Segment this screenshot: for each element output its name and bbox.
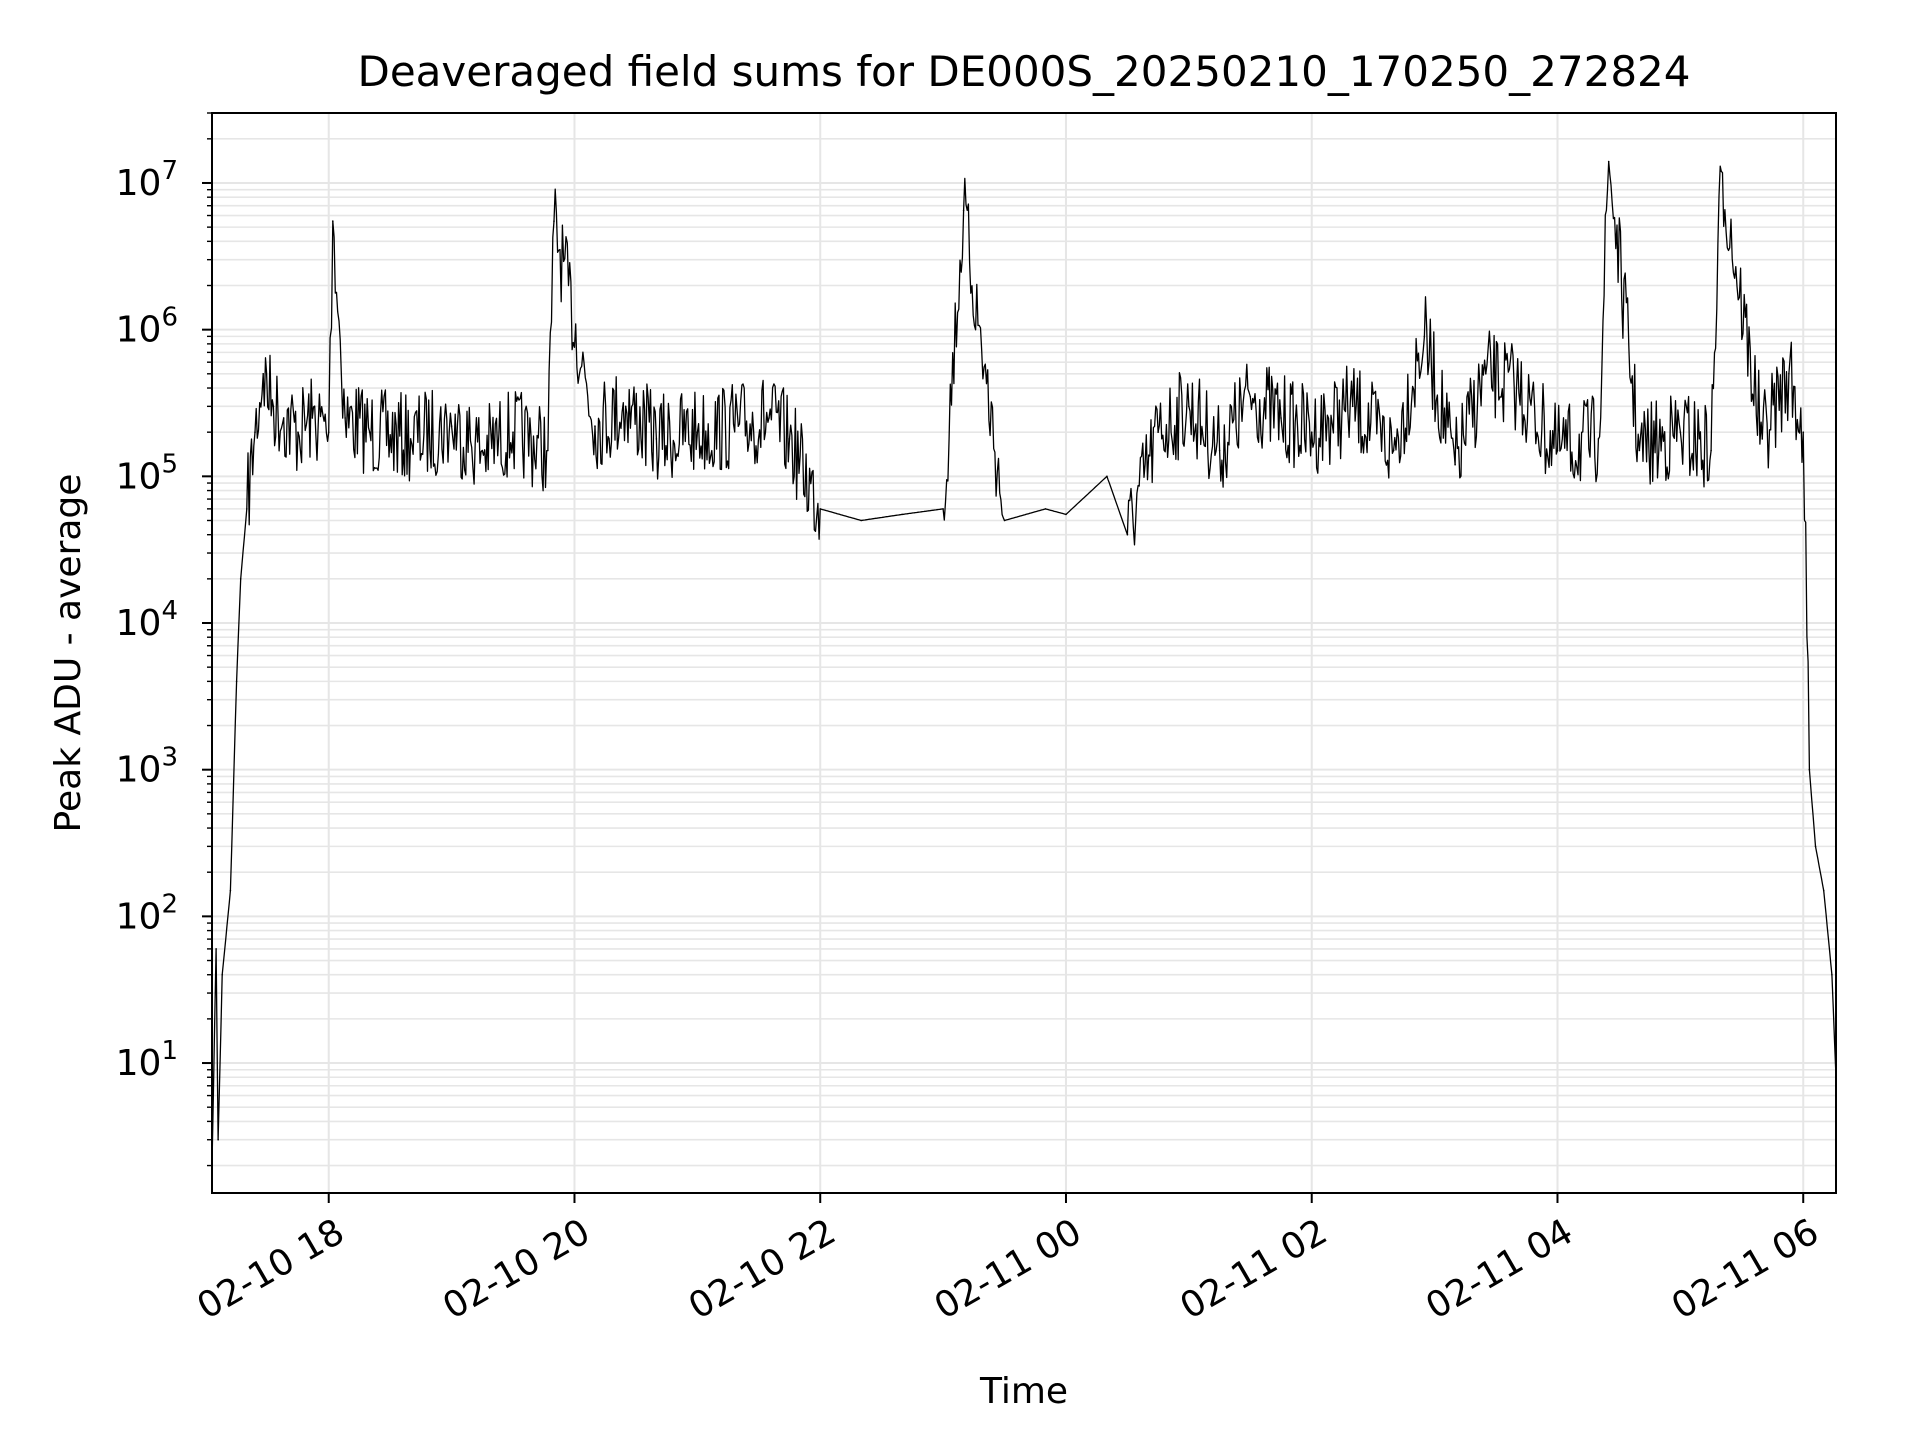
series-point [819, 508, 822, 510]
series-point [1249, 395, 1252, 398]
series-point [229, 889, 232, 892]
series-point [788, 438, 791, 440]
series-point [942, 508, 944, 510]
series-point [1106, 475, 1108, 478]
y-tick-exponent: 2 [161, 889, 178, 919]
x-tick-label: 02-10 22 [682, 1211, 843, 1327]
series-point [1597, 438, 1600, 440]
y-tick-exponent: 7 [161, 156, 178, 186]
series-point [1831, 973, 1833, 976]
series-point [1218, 449, 1221, 452]
series-point [547, 449, 549, 452]
series-point [254, 431, 256, 433]
series-point [297, 431, 299, 433]
series-point [1454, 463, 1456, 466]
series-point [1423, 335, 1426, 338]
series-point [1044, 508, 1047, 510]
x-tick-label: 02-11 00 [928, 1211, 1089, 1327]
series-point [1822, 889, 1825, 892]
series-point [217, 1138, 219, 1141]
series-point [1515, 387, 1518, 389]
series-point [1788, 373, 1790, 375]
x-axis-label: Time [979, 1371, 1068, 1412]
series-point [332, 220, 334, 222]
series-line-group [211, 160, 1837, 1167]
series-point [327, 431, 330, 433]
series-point [262, 373, 264, 375]
series-point [450, 425, 453, 427]
y-tick-exponent: 6 [161, 303, 178, 333]
series-point [344, 417, 346, 419]
series-point [860, 519, 862, 522]
series-point [1003, 519, 1006, 522]
y-tick-exponent: 5 [161, 449, 178, 479]
y-tick-label: 104 [116, 596, 178, 644]
series-point [655, 438, 658, 440]
series-point [737, 425, 740, 427]
x-axis: 02-10 18 02-10 20 02-10 22 02-11 00 02-11 02… [191, 1193, 1826, 1328]
series-point [272, 405, 275, 408]
series-point [1607, 160, 1610, 163]
y-tick-label: 101 [116, 1036, 178, 1084]
y-tick-label: 107 [116, 156, 178, 204]
series-point [553, 220, 555, 222]
series-point [246, 508, 248, 510]
y-tick-label: 106 [116, 303, 178, 351]
y-tick-exponent: 3 [161, 743, 178, 773]
gridlines [212, 112, 1836, 1193]
series-point [512, 431, 514, 433]
y-tick-label: 102 [116, 889, 178, 937]
x-tick-label: 02-10 20 [436, 1211, 597, 1327]
plot-frame [211, 112, 1837, 1194]
series-point [1392, 449, 1395, 452]
series-point [1802, 431, 1805, 433]
series-point [235, 680, 238, 683]
series-point [1710, 449, 1712, 452]
series-point [1814, 845, 1817, 848]
y-axis-label: Peak ADU - average [48, 474, 89, 833]
series-point [1351, 405, 1354, 408]
series-point [1761, 438, 1764, 440]
series-point [1310, 431, 1313, 433]
series-point [1679, 431, 1682, 433]
series-point [215, 948, 217, 950]
series-point [1808, 768, 1811, 771]
series-point [1485, 373, 1487, 375]
series-point [1280, 417, 1282, 419]
y-tick-exponent: 4 [161, 596, 178, 626]
y-axis: 101 102 103 104 105 106 107 [116, 112, 212, 1167]
series-point [1638, 449, 1641, 452]
series-line-0 [211, 160, 1837, 1166]
series-point [481, 449, 484, 452]
y-tick-label: 103 [116, 743, 178, 791]
series-point [624, 405, 627, 408]
x-tick-label: 02-11 06 [1665, 1211, 1826, 1327]
series-point [1720, 170, 1723, 173]
series-point [1126, 533, 1129, 536]
chart-title: Deaveraged field sums for DE000S_2025021… [358, 47, 1691, 96]
series-point [311, 417, 314, 419]
series-point [768, 417, 770, 419]
x-tick-label: 02-11 04 [1419, 1211, 1580, 1327]
series-point [1556, 449, 1559, 452]
series-point [1157, 431, 1159, 433]
y-tick-exponent: 1 [161, 1036, 178, 1066]
series-point [409, 438, 412, 440]
series-point [1065, 513, 1067, 516]
x-tick-label: 02-11 02 [1174, 1211, 1335, 1327]
series-point [221, 973, 224, 976]
series-point [901, 513, 903, 516]
y-tick-label: 105 [116, 449, 178, 497]
series-point [594, 425, 596, 427]
series-point [1188, 405, 1190, 408]
series-point [962, 209, 965, 212]
x-tick-label: 02-10 18 [191, 1211, 352, 1327]
series-point [368, 431, 371, 433]
series-point [696, 431, 699, 433]
series-point [239, 578, 242, 580]
series-point [282, 417, 285, 419]
